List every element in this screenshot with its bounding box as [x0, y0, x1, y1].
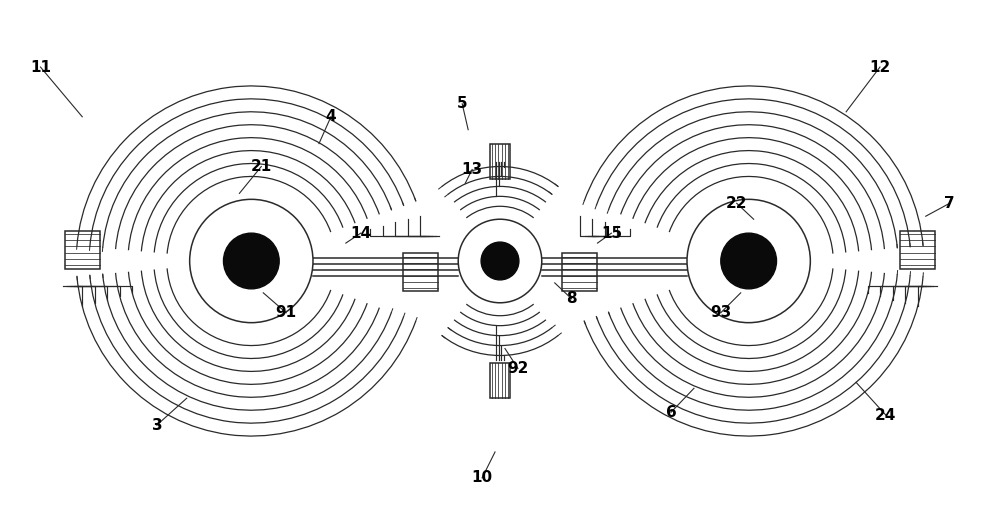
Circle shape	[190, 200, 313, 322]
Text: 93: 93	[710, 305, 731, 320]
Text: 91: 91	[276, 305, 297, 320]
Text: 5: 5	[457, 96, 468, 111]
Text: 24: 24	[875, 407, 897, 423]
Text: 12: 12	[869, 59, 891, 75]
Circle shape	[721, 233, 777, 289]
Text: 3: 3	[152, 418, 162, 432]
Circle shape	[687, 200, 810, 322]
Text: 10: 10	[472, 470, 493, 486]
Circle shape	[223, 233, 279, 289]
Text: 21: 21	[251, 159, 272, 174]
Text: 92: 92	[507, 361, 529, 376]
Text: 8: 8	[566, 291, 577, 306]
Text: 4: 4	[326, 109, 336, 125]
Text: 7: 7	[944, 196, 955, 211]
Text: 14: 14	[350, 226, 371, 241]
Text: 6: 6	[666, 405, 676, 420]
Text: 15: 15	[601, 226, 622, 241]
Text: 22: 22	[726, 196, 747, 211]
Circle shape	[458, 219, 542, 303]
Circle shape	[481, 242, 519, 280]
Text: 11: 11	[30, 59, 51, 75]
Text: 13: 13	[462, 162, 483, 177]
